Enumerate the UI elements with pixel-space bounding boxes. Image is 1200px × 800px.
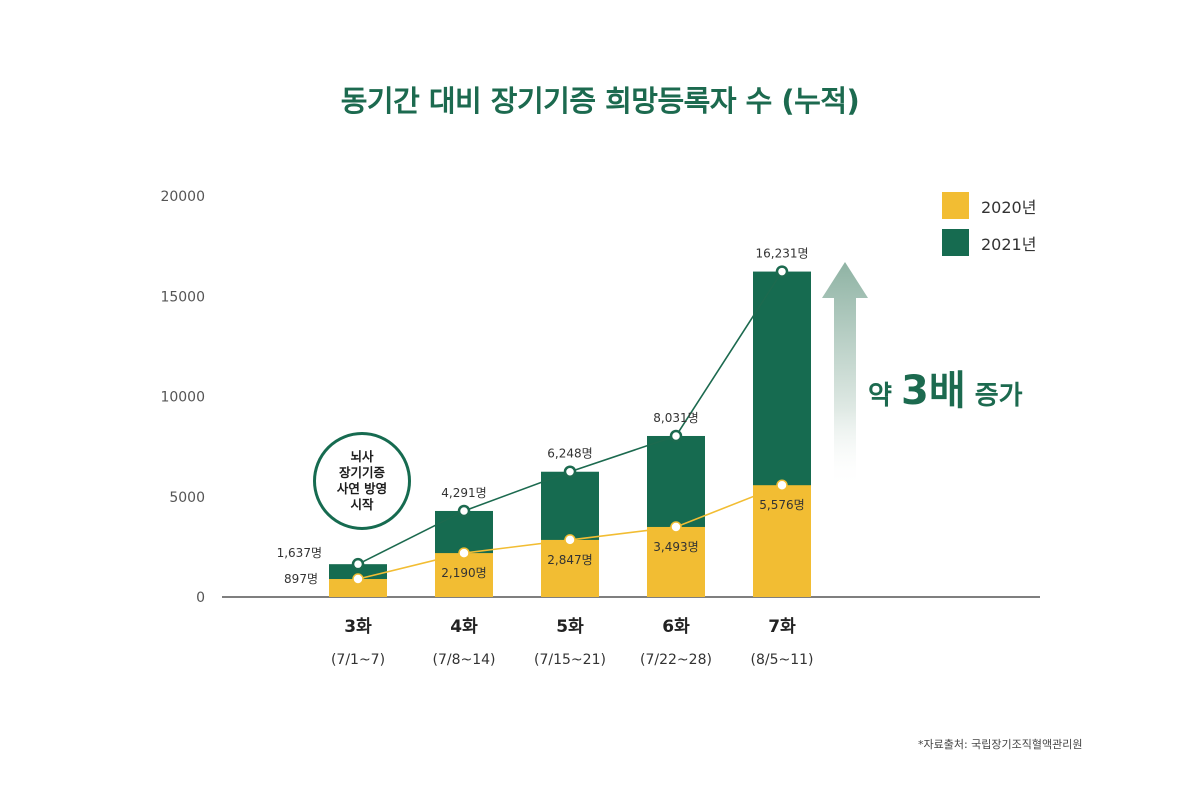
- x-date-label: (7/1~7): [331, 652, 385, 668]
- value-label-2020: 2,190명: [441, 566, 486, 580]
- point-2020: [776, 479, 788, 491]
- y-tick-label: 10000: [160, 390, 205, 406]
- value-label-2020: 5,576명: [759, 498, 804, 512]
- source-note: *자료출처: 국립장기조직혈액관리원: [918, 738, 1083, 751]
- point-2021: [669, 429, 683, 443]
- y-tick-label: 20000: [160, 189, 205, 205]
- chart-title: 동기간 대비 장기기증 희망등록자 수 (누적): [340, 84, 860, 118]
- x-category-label: 4화: [450, 617, 478, 637]
- increase-prefix: 약: [868, 381, 892, 411]
- legend: 2020년 2021년: [942, 192, 1036, 266]
- increase-value: 3배: [900, 368, 966, 414]
- bar-2020: [541, 539, 599, 597]
- legend-label-2021: 2021년: [981, 234, 1037, 254]
- y-tick-label: 15000: [160, 289, 205, 305]
- legend-swatch-2021: [942, 229, 969, 256]
- bar-2020: [435, 553, 493, 597]
- point-2021: [457, 504, 471, 518]
- callout-line: 장기기증: [338, 465, 385, 480]
- point-2020: [458, 547, 470, 559]
- x-date-label: (7/22~28): [640, 652, 712, 668]
- point-2021: [775, 265, 789, 278]
- point-2020: [352, 573, 364, 585]
- value-label-2020: 3,493명: [653, 540, 698, 554]
- x-category-label: 3화: [344, 617, 372, 637]
- point-2020: [670, 521, 682, 533]
- legend-item-2020: 2020년: [942, 192, 1036, 219]
- point-2021: [563, 465, 577, 478]
- callout-line: 뇌사: [350, 449, 374, 464]
- legend-swatch-2020: [942, 192, 969, 219]
- bar-2020: [753, 485, 811, 597]
- value-label-2021: 6,248명: [547, 447, 592, 461]
- increase-arrow-icon: [822, 262, 868, 488]
- callout-circle: 뇌사 장기기증 사연 방영 시작: [313, 432, 411, 530]
- bar-2020: [329, 579, 387, 597]
- value-label-2021: 8,031명: [653, 411, 698, 425]
- x-date-label: (8/5~11): [751, 652, 814, 668]
- y-tick-label: 5000: [169, 490, 205, 506]
- y-tick-label: 0: [196, 590, 205, 606]
- value-label-2020: 897명: [284, 572, 318, 586]
- x-date-label: (7/15~21): [534, 652, 606, 668]
- x-date-label: (7/8~14): [433, 652, 496, 668]
- legend-item-2021: 2021년: [942, 229, 1036, 256]
- callout-line: 시작: [350, 497, 374, 512]
- x-category-label: 5화: [556, 617, 584, 637]
- increase-suffix: 증가: [974, 381, 1023, 411]
- callout-line: 사연 방영: [336, 481, 388, 496]
- point-2021: [351, 557, 365, 571]
- increase-note: 약 3배 증가: [868, 358, 1023, 416]
- value-label-2020: 2,847명: [547, 553, 592, 567]
- x-category-label: 6화: [662, 617, 690, 637]
- value-label-2021: 16,231명: [755, 247, 808, 261]
- legend-label-2020: 2020년: [981, 197, 1037, 217]
- x-category-label: 7화: [768, 617, 796, 637]
- value-label-2021: 4,291명: [441, 486, 486, 500]
- value-label-2021: 1,637명: [277, 546, 322, 560]
- bar-2020: [647, 526, 705, 597]
- point-2020: [564, 534, 576, 546]
